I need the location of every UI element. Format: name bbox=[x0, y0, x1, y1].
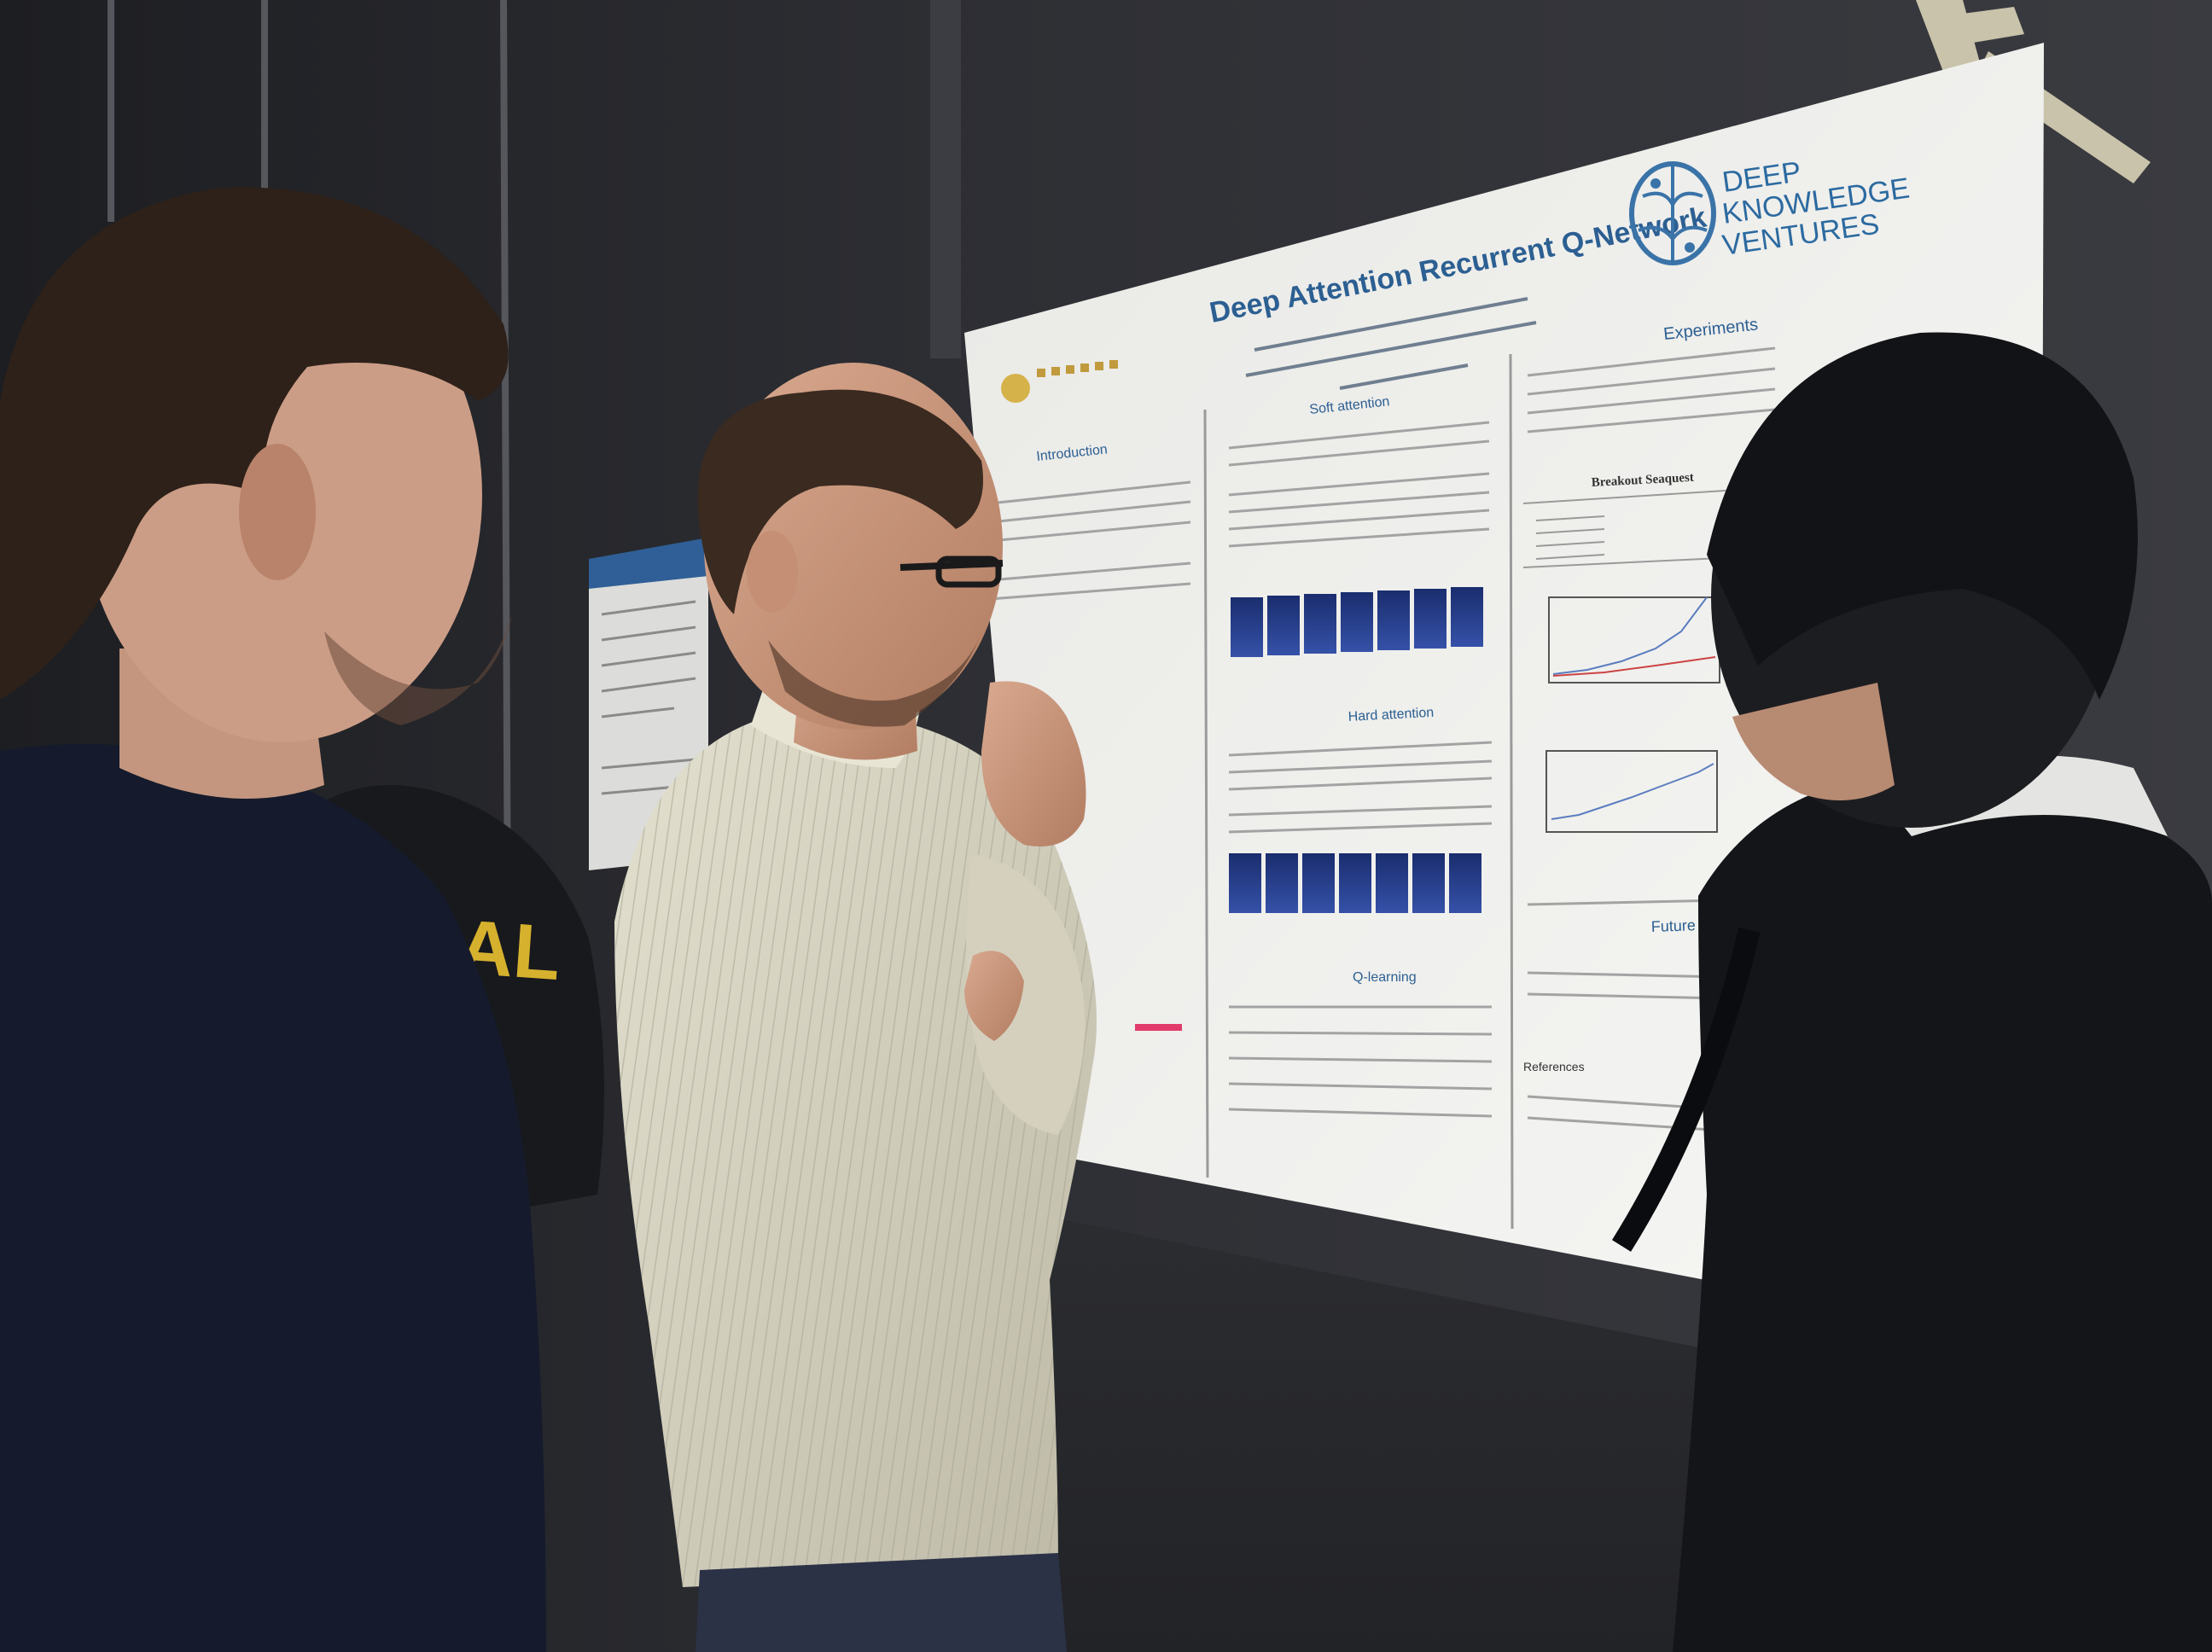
table-caption: Breakout Seaquest bbox=[1591, 471, 1694, 490]
brain-icon bbox=[1629, 161, 1716, 265]
person-left bbox=[0, 187, 546, 1652]
attention-frames-row-2 bbox=[1229, 853, 1481, 913]
person-right bbox=[1611, 332, 2212, 1652]
poster-accent-bar bbox=[1135, 1024, 1182, 1031]
university-logo bbox=[1001, 360, 1118, 403]
heading-references: References bbox=[1523, 1060, 1585, 1073]
experiment-plot-2 bbox=[1545, 750, 1718, 833]
poster-column-dividers bbox=[1203, 353, 1514, 1230]
glasses-icon bbox=[899, 556, 1004, 588]
wall-pole bbox=[930, 0, 961, 358]
poster-authors bbox=[1245, 297, 1537, 390]
heading-q-learning: Q-learning bbox=[1353, 970, 1417, 985]
heading-hard-attention: Hard attention bbox=[1348, 706, 1434, 724]
person-center bbox=[614, 363, 1097, 1652]
attention-frames-row-1 bbox=[1231, 587, 1483, 657]
